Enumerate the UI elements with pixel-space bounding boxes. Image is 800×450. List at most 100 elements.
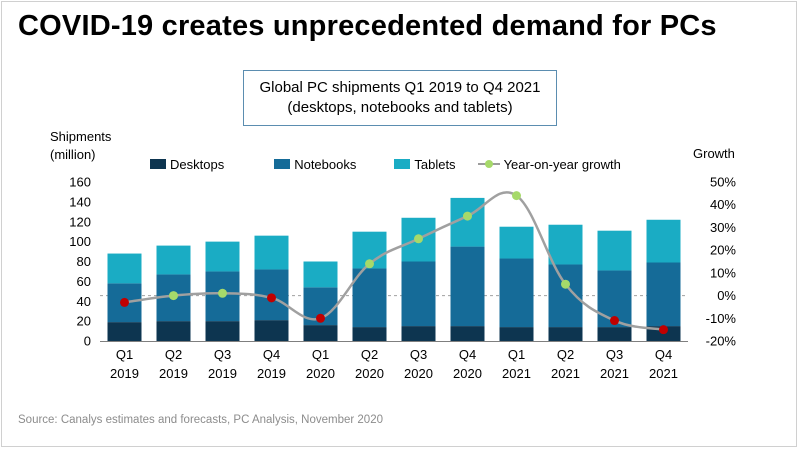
legend-label-notebooks: Notebooks bbox=[294, 156, 357, 172]
growth-marker bbox=[463, 211, 472, 221]
y-tick-label: 80 bbox=[77, 254, 91, 269]
bar-notebooks bbox=[646, 262, 681, 327]
growth-marker bbox=[414, 234, 423, 244]
bar-desktops bbox=[597, 327, 632, 341]
y-tick-label: 100 bbox=[69, 234, 91, 249]
growth-marker bbox=[561, 279, 570, 289]
y-tick-label: 0 bbox=[84, 334, 91, 349]
bar-desktops bbox=[401, 326, 436, 341]
legend-swatch-desktops bbox=[150, 159, 166, 169]
bar-notebooks bbox=[450, 246, 485, 327]
growth-marker bbox=[610, 316, 619, 326]
growth-marker bbox=[659, 325, 668, 335]
x-tick-label-quarter: Q3 bbox=[606, 347, 623, 362]
y-axis-left-label-line-2: (million) bbox=[50, 147, 96, 162]
y2-tick-label: 0% bbox=[717, 288, 736, 303]
legend-item-desktops: Desktops bbox=[150, 157, 224, 172]
x-tick-label-year: 2019 bbox=[110, 366, 139, 381]
growth-marker bbox=[267, 293, 276, 303]
x-tick-label-quarter: Q2 bbox=[165, 347, 182, 362]
x-tick-label-year: 2020 bbox=[404, 366, 433, 381]
bar-tablets bbox=[254, 235, 289, 270]
legend-swatch-tablets bbox=[394, 159, 411, 169]
bar-tablets bbox=[205, 241, 240, 272]
growth-marker bbox=[218, 288, 227, 298]
bar-tablets bbox=[156, 245, 191, 275]
legend-swatch-growth bbox=[477, 159, 500, 169]
x-tick-label-quarter: Q1 bbox=[508, 347, 525, 362]
chart-subtitle-line-2: (desktops, notebooks and tablets) bbox=[287, 99, 513, 116]
y2-tick-label: -10% bbox=[706, 311, 737, 326]
legend-label-tablets: Tablets bbox=[414, 156, 456, 172]
legend-item-notebooks: Notebooks bbox=[274, 157, 356, 172]
growth-marker bbox=[120, 297, 129, 307]
legend-label-desktops: Desktops bbox=[170, 156, 225, 172]
bar-desktops bbox=[107, 322, 142, 341]
bar-desktops bbox=[499, 327, 534, 341]
bar-tablets bbox=[303, 261, 338, 288]
bar-desktops bbox=[450, 326, 485, 341]
y2-tick-label: -20% bbox=[706, 334, 737, 349]
bar-notebooks bbox=[499, 258, 534, 328]
legend-item-tablets: Tablets bbox=[394, 156, 456, 172]
x-tick-label-quarter: Q4 bbox=[655, 347, 672, 362]
bar-notebooks bbox=[352, 268, 387, 328]
legend-label-growth: Year-on-year growth bbox=[503, 156, 621, 172]
x-tick-label-year: 2021 bbox=[502, 366, 531, 381]
legend-item-growth: Year-on-year growth bbox=[477, 156, 621, 172]
y-tick-label: 40 bbox=[77, 294, 91, 309]
bar-tablets bbox=[646, 219, 681, 263]
page-title: COVID-19 creates unprecedented demand fo… bbox=[18, 10, 717, 42]
growth-marker bbox=[365, 259, 374, 269]
y-tick-label: 120 bbox=[69, 214, 91, 229]
x-tick-label-year: 2020 bbox=[453, 366, 482, 381]
y-tick-label: 140 bbox=[69, 194, 91, 209]
x-tick-label-quarter: Q3 bbox=[214, 347, 231, 362]
y-tick-label: 160 bbox=[69, 175, 91, 190]
y2-tick-label: 40% bbox=[710, 197, 736, 212]
growth-marker bbox=[512, 191, 521, 201]
y-axis-left-label-line-1: Shipments bbox=[50, 129, 112, 144]
bar-tablets bbox=[597, 230, 632, 271]
x-tick-label-year: 2019 bbox=[159, 366, 188, 381]
bar-desktops bbox=[303, 325, 338, 341]
y-tick-label: 20 bbox=[77, 314, 91, 329]
chart-legend: Desktops Notebooks Tablets Year-on-year … bbox=[150, 156, 621, 172]
x-tick-label-quarter: Q1 bbox=[116, 347, 133, 362]
bar-tablets bbox=[499, 226, 534, 259]
x-tick-label-year: 2020 bbox=[306, 366, 335, 381]
y2-tick-label: 10% bbox=[710, 265, 736, 280]
bar-tablets bbox=[548, 224, 583, 265]
y2-tick-label: 50% bbox=[710, 175, 736, 190]
x-tick-label-year: 2021 bbox=[600, 366, 629, 381]
x-tick-label-quarter: Q2 bbox=[557, 347, 574, 362]
x-tick-label-year: 2020 bbox=[355, 366, 384, 381]
x-tick-label-quarter: Q1 bbox=[312, 347, 329, 362]
bar-desktops bbox=[548, 327, 583, 341]
x-tick-label-quarter: Q4 bbox=[263, 347, 280, 362]
bar-desktops bbox=[254, 320, 289, 341]
y-axis-right-label: Growth bbox=[693, 146, 735, 161]
growth-marker bbox=[316, 313, 325, 323]
bar-desktops bbox=[156, 321, 191, 341]
bar-tablets bbox=[107, 253, 142, 284]
x-tick-label-quarter: Q2 bbox=[361, 347, 378, 362]
x-tick-label-quarter: Q4 bbox=[459, 347, 476, 362]
x-tick-label-year: 2019 bbox=[257, 366, 286, 381]
growth-marker bbox=[169, 291, 178, 301]
x-tick-label-year: 2021 bbox=[551, 366, 580, 381]
source-note: Source: Canalys estimates and forecasts,… bbox=[18, 414, 383, 426]
chart-subtitle-box: Global PC shipments Q1 2019 to Q4 2021 (… bbox=[243, 70, 557, 126]
y2-tick-label: 30% bbox=[710, 220, 736, 235]
x-tick-label-quarter: Q3 bbox=[410, 347, 427, 362]
growth-line bbox=[124, 191, 664, 331]
y-axis-left-label: Shipments (million) bbox=[50, 128, 111, 164]
x-tick-label-year: 2019 bbox=[208, 366, 237, 381]
legend-swatch-notebooks bbox=[274, 159, 291, 169]
x-tick-label-year: 2021 bbox=[649, 366, 678, 381]
bar-desktops bbox=[352, 327, 387, 341]
y-tick-label: 60 bbox=[77, 274, 91, 289]
bar-desktops bbox=[205, 321, 240, 341]
